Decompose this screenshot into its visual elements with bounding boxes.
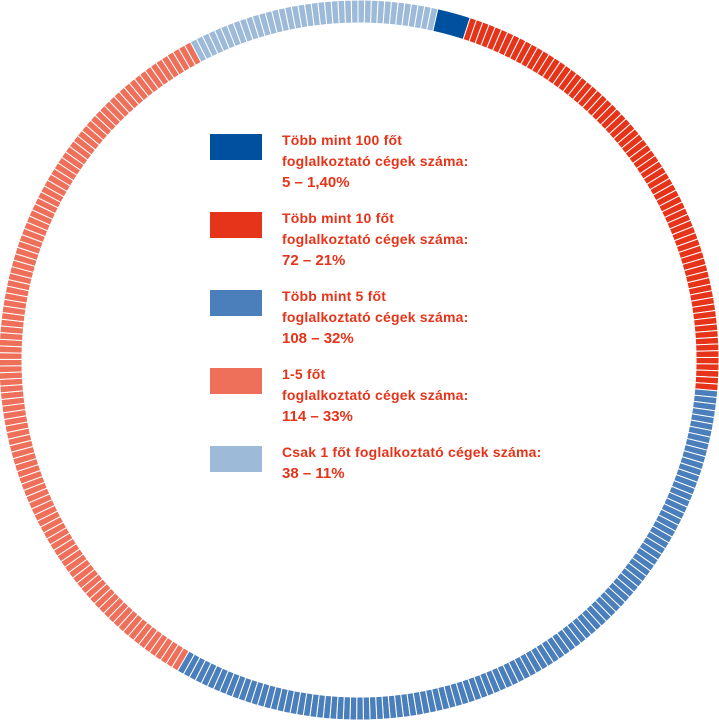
- ring-segment-4: [0, 358, 23, 367]
- legend-label-line: foglalkoztató cégek száma:: [282, 231, 469, 247]
- legend-swatch: [210, 212, 262, 238]
- legend-label-line: foglalkoztató cégek száma:: [282, 387, 469, 403]
- ring-segment-4: [0, 352, 23, 360]
- legend-swatch: [210, 134, 262, 160]
- ring-segment-3: [362, 696, 371, 720]
- legend-item-100-plus: Több mint 100 főt foglalkoztató cégek sz…: [210, 130, 610, 193]
- legend-label-line: Több mint 100 főt: [282, 132, 403, 148]
- legend-label-line: Több mint 5 főt: [282, 288, 387, 304]
- ring-segment-3: [368, 696, 378, 720]
- legend-item-5-plus: Több mint 5 főt foglalkoztató cégek szám…: [210, 286, 610, 349]
- legend-value: 5 – 1,40%: [282, 174, 350, 191]
- legend-swatch: [210, 446, 262, 472]
- ring-segment-5: [350, 0, 359, 24]
- legend-swatch: [210, 368, 262, 394]
- legend-item-1-5: 1-5 főt foglalkoztató cégek száma: 114 –…: [210, 364, 610, 427]
- ring-segment-5: [426, 6, 439, 32]
- legend-swatch: [210, 290, 262, 316]
- legend-label-line: Több mint 10 főt: [282, 210, 395, 226]
- ring-segment-4: [0, 365, 23, 374]
- ring-segment-5: [344, 0, 353, 24]
- ring-segment-2: [695, 343, 719, 352]
- legend-item-1-only: Csak 1 főt foglalkoztató cégek száma: 38…: [210, 442, 610, 484]
- ring-segment-2: [695, 350, 719, 358]
- legend-value: 72 – 21%: [282, 252, 346, 269]
- legend-label-line: foglalkoztató cégek száma:: [282, 309, 469, 325]
- legend-label-line: 1-5 főt: [282, 366, 326, 382]
- legend-value: 108 – 32%: [282, 330, 354, 347]
- legend-value: 38 – 11%: [282, 465, 345, 482]
- chart-legend: Több mint 100 főt foglalkoztató cégek sz…: [210, 130, 610, 499]
- ring-segment-5: [357, 0, 366, 24]
- ring-segment-2: [695, 356, 719, 365]
- legend-label-line: Csak 1 főt foglalkoztató cégek száma:: [282, 444, 542, 460]
- ring-segment-3: [356, 696, 364, 720]
- ring-segment-3: [349, 696, 358, 720]
- legend-value: 114 – 33%: [282, 408, 353, 425]
- legend-item-10-plus: Több mint 10 főt foglalkoztató cégek szá…: [210, 208, 610, 271]
- legend-label-line: foglalkoztató cégek száma:: [282, 153, 469, 169]
